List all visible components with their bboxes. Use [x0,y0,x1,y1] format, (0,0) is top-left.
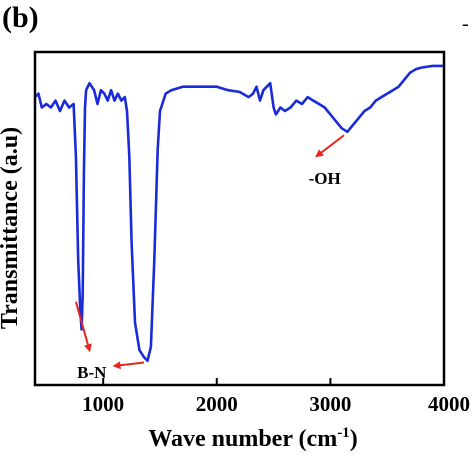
x-axis-title-superscript: -1 [337,425,350,441]
x-axis-title-main: Wave number (cm [148,426,337,452]
panel-label: (b) [2,1,39,34]
y-axis-title: Transmittance (a.u) [0,127,23,329]
annotations: -OH B-N [74,134,345,382]
annotation-arrow-2 [74,301,92,353]
plot-area [33,50,446,387]
annotation-arrow-3 [112,361,145,370]
x-tick-label-4000: 4000 [428,392,470,416]
x-tick-label-2000: 2000 [196,392,238,416]
stray-mark: - [462,13,469,35]
annotation-label-2: B-N [77,363,107,382]
x-axis-title-close: ) [350,426,358,452]
x-tick-label-3000: 3000 [309,392,351,416]
y-axis-title-group: Transmittance (a.u) [0,127,23,329]
x-axis-tick-labels: 1000 2000 3000 4000 [82,392,470,416]
x-axis-title: Wave number (cm-1) [148,425,357,452]
annotation-arrow-1 [315,134,345,158]
plot-frame [33,50,446,387]
x-axis-ticks [102,378,445,385]
annotation-label-1: -OH [309,169,341,188]
x-tick-label-1000: 1000 [82,392,124,416]
series-line-transmittance [34,64,444,362]
